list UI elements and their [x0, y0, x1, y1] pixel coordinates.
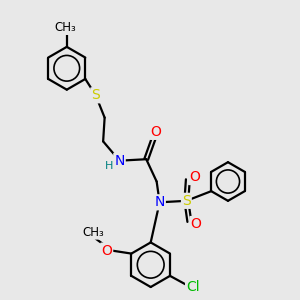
Text: S: S [91, 88, 100, 102]
Text: N: N [114, 154, 125, 168]
Text: S: S [182, 194, 191, 208]
Text: N: N [154, 195, 165, 209]
Text: CH₃: CH₃ [82, 226, 104, 239]
Text: Cl: Cl [186, 280, 200, 294]
Text: CH₃: CH₃ [54, 21, 76, 34]
Text: O: O [101, 244, 112, 258]
Text: O: O [190, 217, 201, 231]
Text: O: O [151, 125, 161, 139]
Text: O: O [189, 170, 200, 184]
Text: H: H [105, 161, 113, 171]
